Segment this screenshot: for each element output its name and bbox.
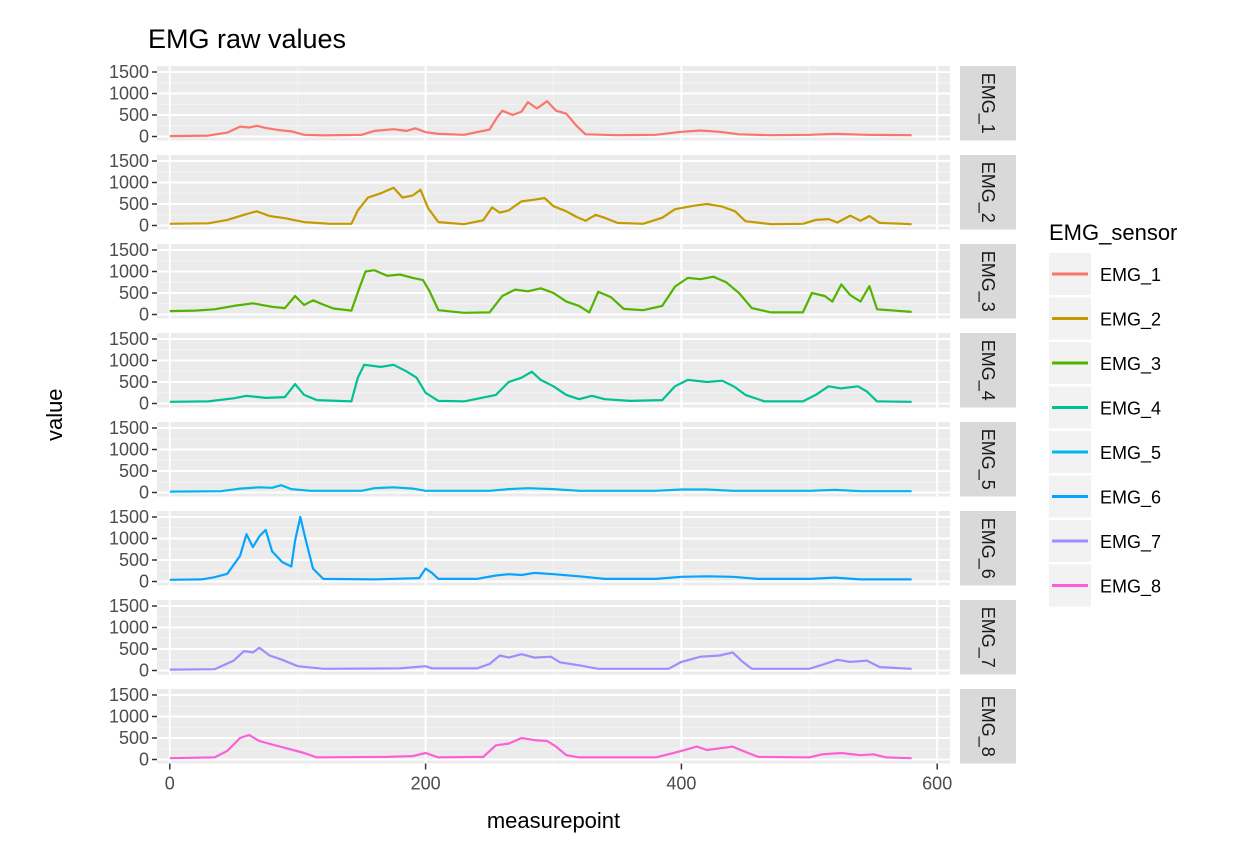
facet-strip-label: EMG_4	[977, 340, 998, 401]
facet-strip-label: EMG_5	[977, 429, 998, 490]
y-axis-title: value	[42, 388, 67, 441]
y-tick-label: 500	[119, 194, 149, 214]
y-tick-label: 1500	[109, 685, 149, 705]
legend-item-emg-4: EMG_4	[1049, 386, 1161, 429]
x-axis: 0 200 400 600	[165, 763, 952, 794]
y-tick-label: 1500	[109, 418, 149, 438]
y-tick-label: 0	[139, 572, 149, 592]
chart-title: EMG raw values	[148, 24, 346, 54]
legend-label: EMG_2	[1100, 310, 1161, 331]
series-line-emg-1	[169, 100, 912, 138]
facet-strip-label: EMG_7	[977, 607, 998, 668]
y-tick-label: 1500	[109, 151, 149, 171]
y-tick-label: 500	[119, 105, 149, 125]
facet-strip-label: EMG_3	[977, 251, 998, 312]
series-line-emg-6	[169, 515, 912, 581]
facet-strip-label: EMG_2	[977, 162, 998, 223]
legend-item-emg-2: EMG_2	[1049, 297, 1161, 340]
legend-item-emg-1: EMG_1	[1049, 253, 1161, 295]
legend-label: EMG_1	[1100, 265, 1161, 286]
y-tick-label: 1500	[109, 329, 149, 349]
y-tick-label: 1000	[109, 173, 149, 193]
legend-item-emg-5: EMG_5	[1049, 431, 1161, 473]
y-tick-label: 1500	[109, 596, 149, 616]
facet-strip	[960, 600, 1016, 675]
y-tick-label: 500	[119, 728, 149, 748]
facet-strip	[960, 333, 1016, 408]
series-line-emg-4	[169, 363, 912, 403]
facet-strip-label: EMG_1	[977, 73, 998, 134]
y-tick-label: 1500	[109, 507, 149, 527]
facet-strip	[960, 422, 1016, 497]
y-tick-label: 500	[119, 461, 149, 481]
facet-strip	[960, 155, 1016, 230]
legend-item-emg-8: EMG_8	[1049, 564, 1161, 607]
y-tick-label: 1000	[109, 529, 149, 549]
facet-strip	[960, 66, 1016, 141]
x-tick-label: 0	[165, 774, 175, 794]
series-line-emg-8	[169, 733, 912, 760]
x-tick-label: 400	[666, 774, 696, 794]
y-tick-label: 0	[139, 305, 149, 325]
y-tick-label: 1000	[109, 262, 149, 282]
legend-title: EMG_sensor	[1049, 220, 1177, 245]
y-tick-label: 0	[139, 661, 149, 681]
y-tick-label: 1500	[109, 62, 149, 82]
legend-label: EMG_4	[1100, 399, 1161, 420]
legend-item-emg-6: EMG_6	[1049, 475, 1161, 518]
y-tick-label: 0	[139, 216, 149, 236]
y-tick-label: 1500	[109, 240, 149, 260]
y-tick-label: 1000	[109, 351, 149, 371]
legend-item-emg-3: EMG_3	[1049, 342, 1161, 384]
legend-label: EMG_5	[1100, 443, 1161, 464]
y-tick-label: 1000	[109, 440, 149, 460]
series-line-emg-3	[169, 269, 912, 314]
legend: EMG_sensor EMG_1 EMG_2 EMG_3 EMG_4 EMG_5 EMG_…	[1049, 220, 1177, 607]
x-tick-label: 600	[922, 774, 952, 794]
facet-panels: 050010001500EMG_1050010001500EMG_2050010…	[109, 62, 1016, 770]
y-tick-label: 0	[139, 394, 149, 414]
facet-strip	[960, 689, 1016, 764]
y-tick-label: 1000	[109, 84, 149, 104]
y-tick-label: 500	[119, 283, 149, 303]
facet-strip	[960, 244, 1016, 319]
series-line-emg-7	[169, 646, 912, 671]
legend-label: EMG_8	[1100, 577, 1161, 598]
series-line-emg-2	[169, 186, 912, 226]
y-tick-label: 1000	[109, 618, 149, 638]
facet-strip-label: EMG_8	[977, 696, 998, 757]
x-tick-label: 200	[411, 774, 441, 794]
legend-label: EMG_3	[1100, 354, 1161, 375]
y-tick-label: 500	[119, 550, 149, 570]
y-tick-label: 0	[139, 750, 149, 770]
legend-item-emg-7: EMG_7	[1049, 520, 1161, 562]
facet-strip	[960, 511, 1016, 586]
y-tick-label: 500	[119, 639, 149, 659]
legend-label: EMG_7	[1100, 532, 1161, 553]
y-tick-label: 0	[139, 127, 149, 147]
series-line-emg-5	[169, 484, 912, 493]
x-axis-title: measurepoint	[487, 808, 620, 833]
y-tick-label: 0	[139, 483, 149, 503]
facet-strip-label: EMG_6	[977, 518, 998, 579]
legend-label: EMG_6	[1100, 488, 1161, 509]
y-tick-label: 500	[119, 372, 149, 392]
y-tick-label: 1000	[109, 707, 149, 727]
